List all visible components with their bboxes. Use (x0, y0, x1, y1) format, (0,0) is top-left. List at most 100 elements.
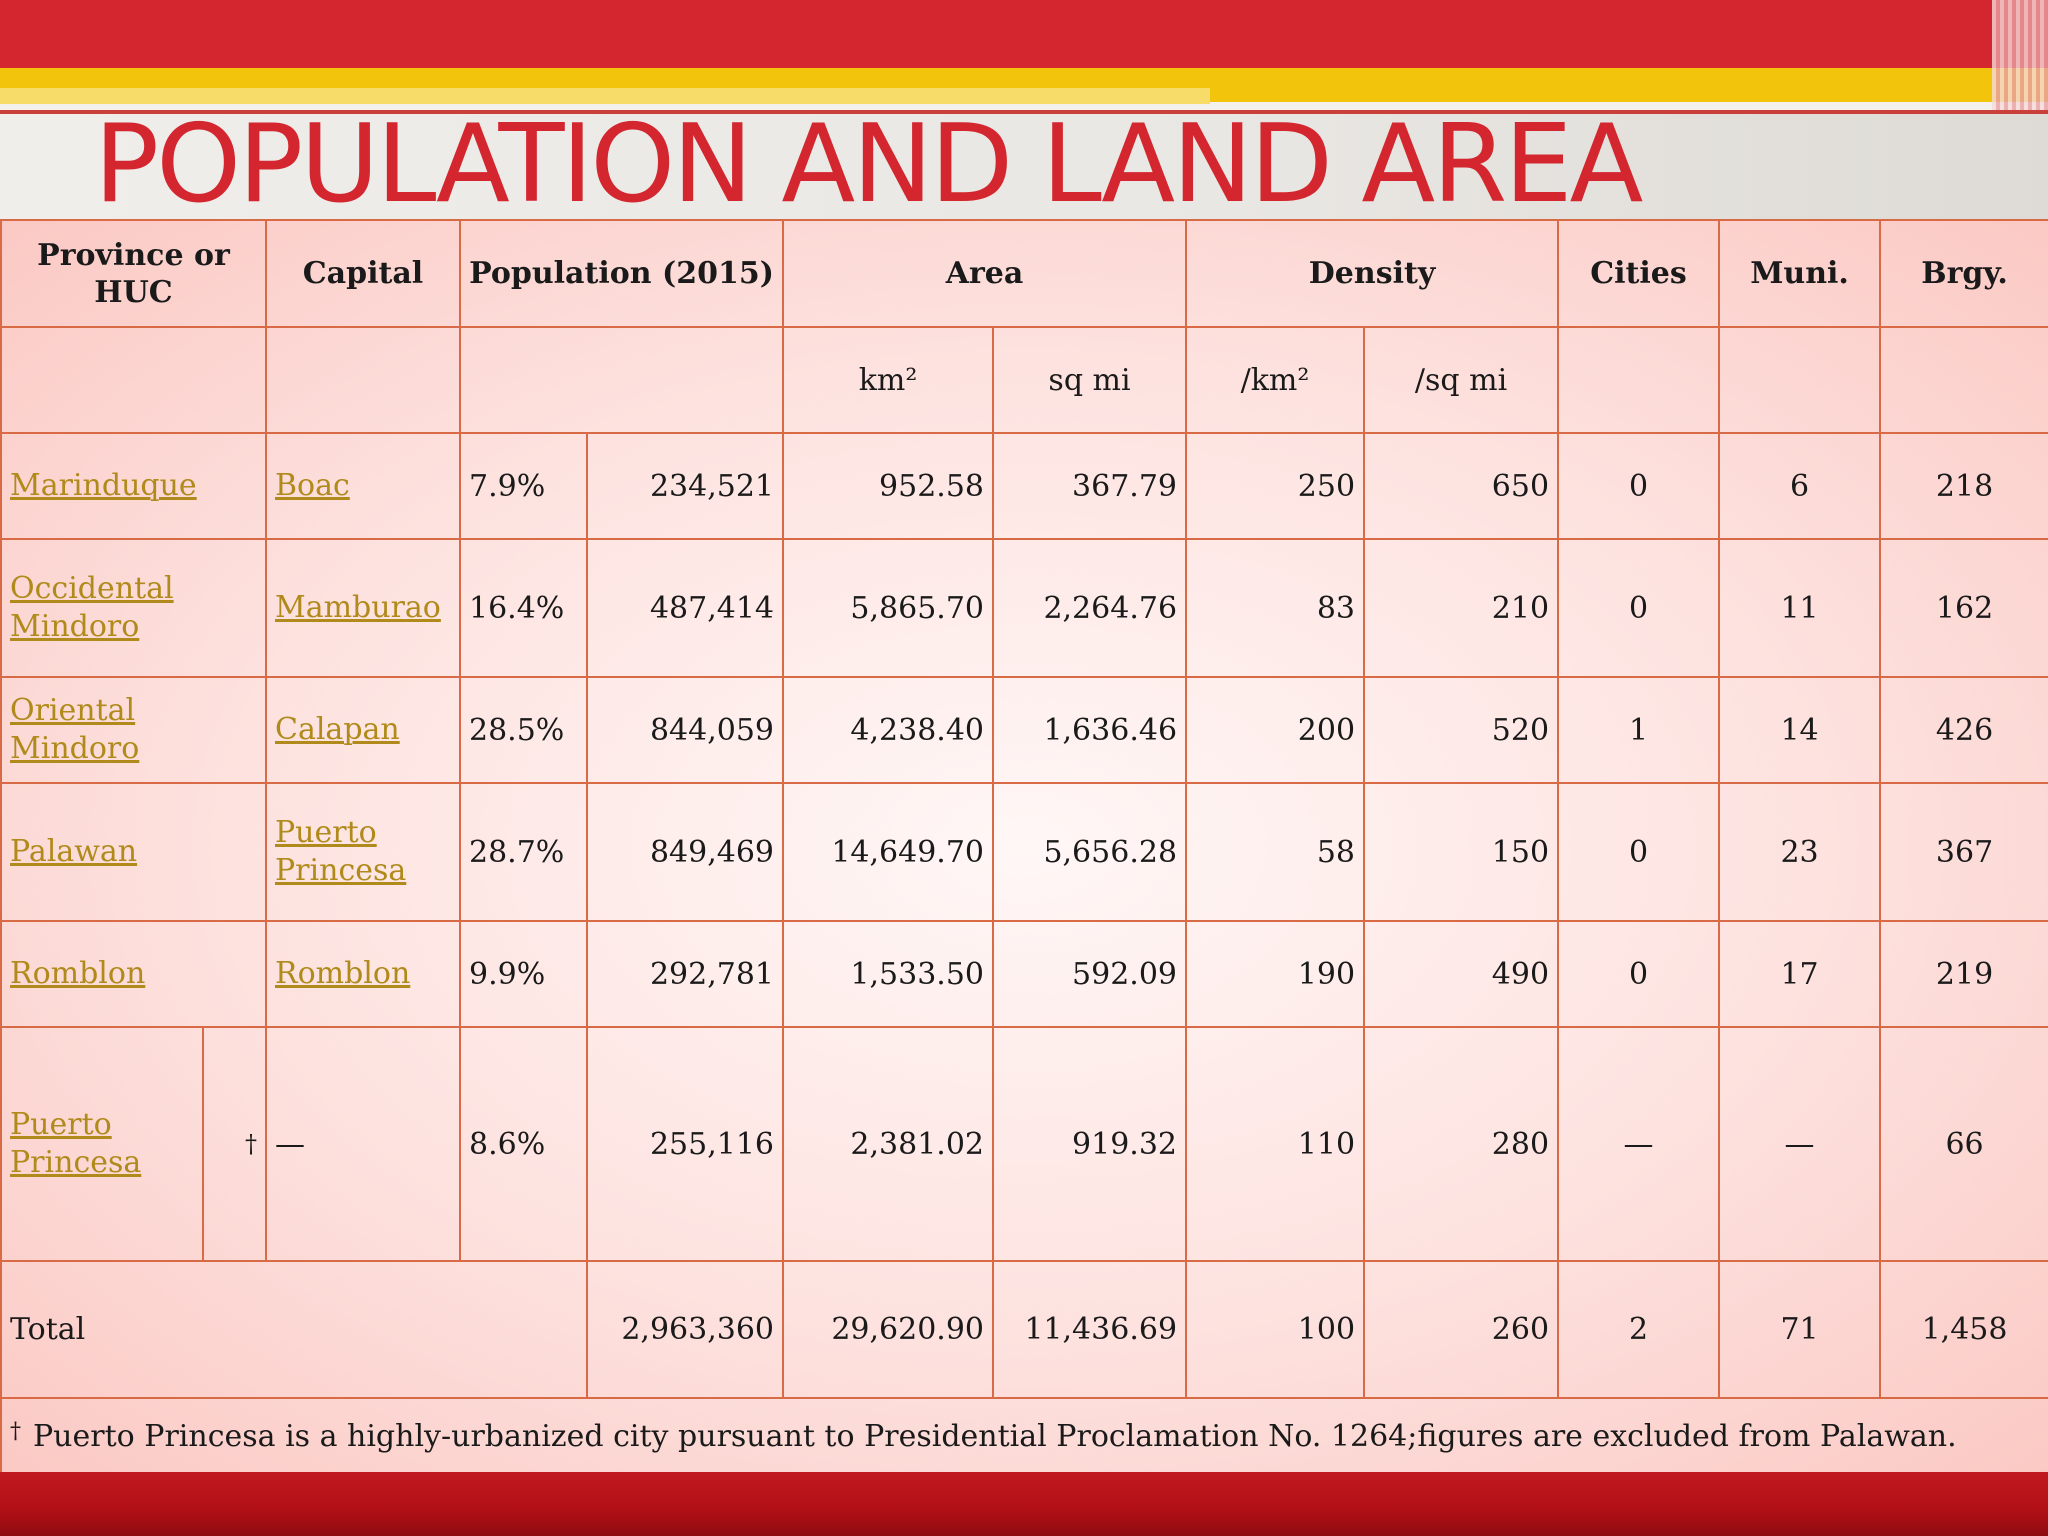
population-value: 292,781 (585, 920, 785, 1028)
header-muni: Muni. (1718, 219, 1882, 328)
population-value: 255,116 (585, 1026, 785, 1262)
population-share: 9.9% (459, 920, 588, 1028)
cities-value: 0 (1557, 432, 1721, 540)
area-mi-value: 592.09 (992, 920, 1188, 1028)
muni-value: 6 (1718, 432, 1882, 540)
density-km-value: 200 (1185, 676, 1366, 784)
unit-row: km² sq mi /km² /sq mi (0, 326, 2048, 434)
table-row: Puerto Princesa † — 8.6% 255,116 2,381.0… (0, 1026, 2048, 1262)
total-population: 2,963,360 (585, 1260, 785, 1399)
header-brgy: Brgy. (1879, 219, 2048, 328)
province-link[interactable]: Marinduque (10, 468, 197, 503)
total-row: Total 2,963,360 29,620.90 11,436.69 100 … (0, 1260, 2048, 1399)
province-link[interactable]: Romblon (10, 956, 146, 991)
header-population: Population (2015) (458, 219, 785, 328)
population-share: 28.7% (459, 782, 588, 922)
total-cities: 2 (1557, 1260, 1721, 1399)
brgy-value: 162 (1879, 538, 2048, 678)
cities-value: — (1557, 1026, 1721, 1262)
density-mi-value: 280 (1363, 1026, 1560, 1262)
table-row: Palawan Puerto Princesa 28.7% 849,469 14… (0, 782, 2048, 922)
cities-value: 1 (1557, 676, 1721, 784)
header-province: Province or HUC (0, 219, 267, 328)
population-share: 16.4% (459, 538, 588, 678)
unit-cell-empty (1879, 326, 2048, 434)
table-row: Romblon Romblon 9.9% 292,781 1,533.50 59… (0, 920, 2048, 1028)
population-value: 844,059 (585, 676, 785, 784)
capital-link[interactable]: Mamburao (275, 590, 441, 625)
density-km-value: 190 (1185, 920, 1366, 1028)
area-mi-value: 5,656.28 (992, 782, 1188, 922)
brgy-value: 66 (1879, 1026, 2048, 1262)
header-density: Density (1185, 219, 1560, 328)
total-muni: 71 (1718, 1260, 1882, 1399)
header-area: Area (782, 219, 1188, 328)
unit-area-km: km² (782, 326, 995, 434)
density-km-value: 83 (1185, 538, 1366, 678)
cities-value: 0 (1557, 538, 1721, 678)
capital-link[interactable]: Puerto Princesa (275, 815, 407, 888)
top-red-band (0, 0, 2048, 68)
page-title: POPULATION AND LAND AREA (94, 102, 1643, 227)
unit-density-mi: /sq mi (1363, 326, 1560, 434)
brgy-value: 218 (1879, 432, 2048, 540)
corner-stripes (1992, 0, 2048, 110)
cities-value: 0 (1557, 920, 1721, 1028)
header-row: Province or HUC Capital Population (2015… (0, 219, 2048, 328)
total-density-km: 100 (1185, 1260, 1366, 1399)
province-link[interactable]: Occidental Mindoro (10, 571, 174, 644)
density-mi-value: 150 (1363, 782, 1560, 922)
province-link[interactable]: Oriental Mindoro (10, 693, 140, 766)
cities-value: 0 (1557, 782, 1721, 922)
muni-value: 11 (1718, 538, 1882, 678)
population-value: 849,469 (585, 782, 785, 922)
province-link[interactable]: Palawan (10, 834, 138, 869)
muni-value: — (1718, 1026, 1882, 1262)
total-area-km: 29,620.90 (782, 1260, 995, 1399)
table-row: Marinduque Boac 7.9% 234,521 952.58 367.… (0, 432, 2048, 540)
area-km-value: 5,865.70 (782, 538, 995, 678)
top-yellow-highlight (0, 88, 1210, 104)
unit-density-km: /km² (1185, 326, 1366, 434)
area-km-value: 952.58 (782, 432, 995, 540)
header-capital: Capital (265, 219, 461, 328)
brgy-value: 426 (1879, 676, 2048, 784)
muni-value: 17 (1718, 920, 1882, 1028)
top-divider-line (0, 110, 2048, 114)
density-km-value: 110 (1185, 1026, 1366, 1262)
header-cities: Cities (1557, 219, 1721, 328)
capital-value: — (265, 1026, 461, 1262)
density-mi-value: 650 (1363, 432, 1560, 540)
capital-link[interactable]: Boac (275, 468, 350, 503)
capital-link[interactable]: Romblon (275, 956, 411, 991)
footnote: † Puerto Princesa is a highly-urbanized c… (0, 1397, 2048, 1475)
area-mi-value: 367.79 (992, 432, 1188, 540)
population-share: 28.5% (459, 676, 588, 784)
unit-cell-empty (0, 326, 267, 434)
bottom-red-band (0, 1472, 2048, 1536)
population-share: 8.6% (459, 1026, 588, 1262)
capital-link[interactable]: Calapan (275, 712, 400, 747)
total-brgy: 1,458 (1879, 1260, 2048, 1399)
footnote-text: Puerto Princesa is a highly-urbanized ci… (33, 1418, 1957, 1454)
density-km-value: 58 (1185, 782, 1366, 922)
brgy-value: 367 (1879, 782, 2048, 922)
province-link[interactable]: Puerto Princesa (10, 1107, 142, 1180)
total-density-mi: 260 (1363, 1260, 1560, 1399)
total-area-mi: 11,436.69 (992, 1260, 1188, 1399)
population-value: 487,414 (585, 538, 785, 678)
muni-value: 23 (1718, 782, 1882, 922)
density-mi-value: 210 (1363, 538, 1560, 678)
brgy-value: 219 (1879, 920, 2048, 1028)
population-value: 234,521 (585, 432, 785, 540)
title-band (0, 114, 2048, 220)
area-km-value: 14,649.70 (782, 782, 995, 922)
unit-cell-empty (1557, 326, 1721, 434)
area-km-value: 4,238.40 (782, 676, 995, 784)
unit-cell-empty (458, 326, 785, 434)
population-table: Province or HUC Capital Population (2015… (0, 219, 2048, 1475)
dagger-mark: † (202, 1026, 267, 1262)
footnote-row: † Puerto Princesa is a highly-urbanized c… (0, 1397, 2048, 1475)
area-mi-value: 1,636.46 (992, 676, 1188, 784)
density-km-value: 250 (1185, 432, 1366, 540)
